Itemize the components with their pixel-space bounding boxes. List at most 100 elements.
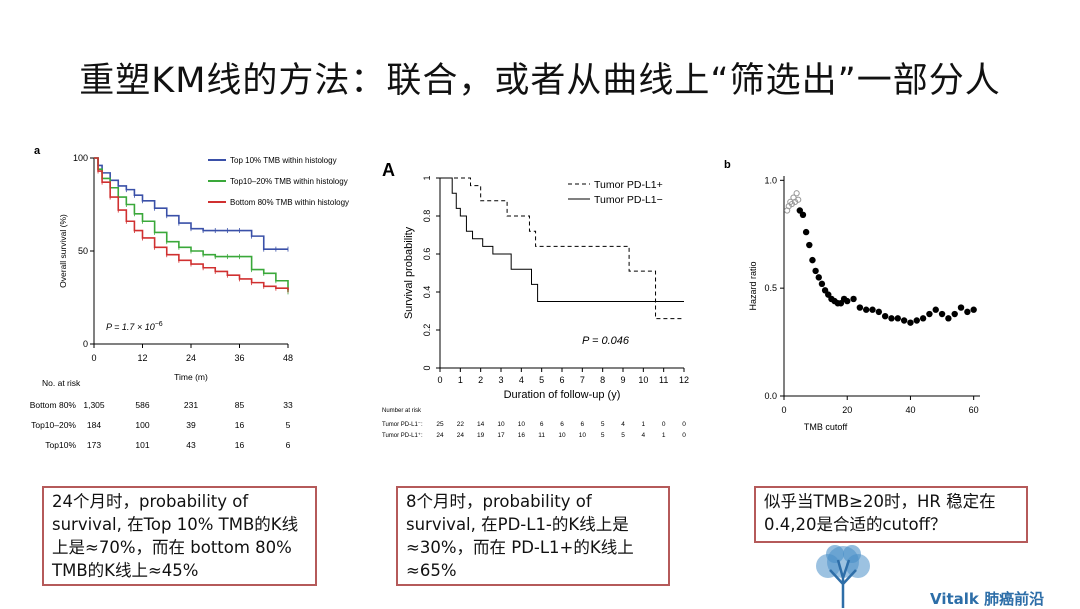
- hr-point: [806, 241, 813, 249]
- legend-label: Tumor PD-L1−: [594, 194, 663, 206]
- hr-point: [850, 295, 857, 303]
- y-tick-label: 1: [422, 175, 432, 180]
- risk-value: 5: [601, 421, 605, 428]
- y-axis-label: Overall survival (%): [58, 214, 68, 288]
- panel-label: b: [724, 159, 731, 171]
- note-pdl1: 8个月时，probability of survival, 在PD-L1-的K线…: [396, 486, 670, 586]
- x-tick-label: 7: [580, 375, 585, 385]
- hr-point: [844, 297, 851, 305]
- series-line-0: [94, 157, 288, 250]
- x-tick-label: 5: [539, 375, 544, 385]
- risk-value: 5: [286, 420, 291, 430]
- p-value-annotation: P = 0.046: [582, 335, 630, 347]
- risk-value: 10: [497, 421, 505, 428]
- note-hazard: 似乎当TMB≥20时，HR 稳定在0.4,20是合适的cutoff？: [754, 486, 1028, 543]
- x-tick-label: 40: [905, 405, 915, 415]
- x-tick-label: 8: [600, 375, 605, 385]
- risk-value: 6: [581, 421, 585, 428]
- x-tick-label: 9: [620, 375, 625, 385]
- y-tick-label: 1.0: [764, 175, 777, 185]
- risk-value: 39: [186, 420, 196, 430]
- hr-point: [945, 315, 952, 322]
- x-tick-label: 0: [781, 405, 786, 415]
- x-tick-label: 1: [458, 375, 463, 385]
- risk-value: 10: [579, 432, 587, 439]
- hr-point: [957, 304, 965, 311]
- risk-value: 6: [540, 421, 544, 428]
- hr-point: [900, 317, 908, 324]
- risk-row-label: Top10–20%: [31, 420, 76, 430]
- risk-value: 14: [477, 421, 485, 428]
- legend-label: Top 10% TMB within histology: [230, 156, 337, 165]
- x-axis-label: Time (m): [174, 372, 208, 382]
- km-chart-tmb: a 0 50 100 0 12 24 36 48 Overall survival (%) Time…: [30, 145, 349, 450]
- hr-point: [818, 280, 826, 288]
- hr-point: [862, 306, 870, 313]
- risk-value: 1,305: [83, 400, 105, 410]
- hr-point: [970, 306, 977, 313]
- slide-title: 重塑KM线的方法：联合，或者从曲线上“筛选出”一部分人: [79, 61, 1001, 101]
- y-tick-label: 100: [73, 153, 88, 163]
- x-tick-label: 60: [969, 405, 979, 415]
- risk-value: 101: [135, 440, 149, 450]
- hr-point: [894, 315, 902, 322]
- note-tmb: 24个月时，probability of survival, 在Top 10% …: [42, 486, 317, 586]
- risk-value: 16: [518, 432, 526, 439]
- hr-point: [799, 211, 807, 219]
- hr-point: [809, 256, 816, 264]
- hr-point: [869, 306, 876, 313]
- y-axis-label: Hazard ratio: [748, 261, 758, 310]
- y-tick-label: 0.6: [422, 248, 432, 261]
- series-line-0: [440, 177, 684, 320]
- hr-point: [815, 274, 822, 281]
- risk-value: 16: [235, 420, 245, 430]
- hr-point: [875, 308, 883, 316]
- p-value-exponent: −6: [155, 321, 163, 328]
- hr-point: [802, 228, 810, 236]
- x-tick-label: 2: [478, 375, 483, 385]
- x-tick-label: 12: [137, 353, 147, 363]
- risk-value: 100: [135, 420, 149, 430]
- risk-value: 19: [477, 432, 485, 439]
- y-tick-label: 0.5: [764, 283, 777, 293]
- y-tick-label: 50: [78, 246, 88, 256]
- risk-value: 1: [662, 432, 666, 439]
- risk-value: 1: [642, 421, 646, 428]
- x-tick-label: 36: [234, 353, 244, 363]
- x-tick-label: 6: [559, 375, 564, 385]
- x-tick-label: 0: [91, 353, 96, 363]
- risk-value: 43: [186, 440, 196, 450]
- x-tick-label: 11: [659, 375, 668, 385]
- x-tick-label: 12: [679, 375, 689, 385]
- brand-label: Vitalk 肺癌前沿: [930, 590, 1045, 608]
- legend-label: Tumor PD-L1+: [594, 179, 663, 191]
- risk-value: 11: [538, 432, 545, 439]
- risk-value: 4: [621, 421, 625, 428]
- risk-row-label: Tumor PD-L1⁻:: [382, 422, 423, 428]
- hr-point: [926, 310, 933, 318]
- risk-value: 5: [621, 432, 625, 439]
- y-tick-label: 0.8: [422, 210, 432, 223]
- risk-row-label: Top10%: [45, 440, 76, 450]
- risk-value: 17: [497, 432, 505, 439]
- x-tick-label: 3: [498, 375, 503, 385]
- risk-value: 85: [235, 400, 245, 410]
- risk-value: 184: [87, 420, 101, 430]
- risk-value: 33: [283, 400, 293, 410]
- x-tick-label: 20: [842, 405, 852, 415]
- hr-point: [919, 315, 927, 322]
- panel-label: a: [34, 145, 41, 157]
- risk-value: 24: [457, 432, 465, 439]
- y-tick-label: 0.0: [764, 391, 777, 401]
- hr-point: [932, 306, 939, 313]
- y-tick-label: 0.2: [422, 324, 432, 337]
- risk-value: 6: [560, 421, 564, 428]
- risk-value: 0: [662, 421, 666, 428]
- legend-label: Top10–20% TMB within histology: [230, 177, 348, 186]
- x-tick-label: 0: [437, 375, 442, 385]
- risk-value: 173: [87, 440, 101, 450]
- hr-point: [938, 310, 946, 318]
- y-tick-label: 0: [83, 339, 88, 349]
- hr-point-open: [795, 196, 802, 203]
- risk-row-label: Tumor PD-L1⁺:: [382, 432, 423, 439]
